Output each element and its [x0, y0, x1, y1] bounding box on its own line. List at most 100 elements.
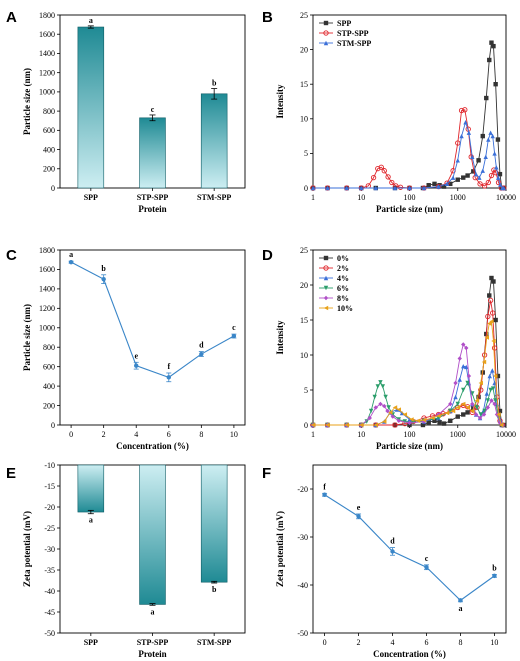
series-point — [441, 184, 447, 189]
significance-letter: a — [89, 16, 93, 25]
series-point — [484, 335, 489, 340]
series-point — [490, 368, 495, 373]
x-tick-label: SPP — [84, 638, 98, 647]
y-tick-label: 200 — [43, 165, 55, 174]
y-tick-label: -50 — [44, 629, 55, 638]
series-point — [491, 279, 496, 284]
series-point — [466, 130, 472, 135]
series-point — [501, 185, 506, 191]
y-tick-label: 0 — [304, 421, 308, 430]
significance-letter: b — [212, 585, 217, 594]
significance-letter: d — [390, 537, 395, 546]
series-point — [481, 412, 487, 417]
series-point — [462, 107, 468, 113]
series-point — [455, 177, 460, 182]
y-tick-label: 600 — [43, 126, 55, 135]
series-point — [392, 185, 398, 191]
series-point — [396, 418, 401, 423]
series-point — [459, 133, 464, 139]
series-point — [489, 275, 494, 281]
x-tick-label: STM-SPP — [197, 638, 231, 647]
significance-letter: a — [89, 516, 93, 525]
chart-panel-f: F -50 -40 -30 -20 0 2 4 6 8 10 Concentration (%) Zet… — [262, 464, 507, 659]
series-point — [382, 403, 387, 409]
series-point — [407, 420, 412, 426]
legend-marker — [323, 265, 329, 271]
series-point — [397, 184, 404, 190]
panel-label: C — [6, 247, 17, 264]
series-point — [378, 380, 383, 385]
y-tick-label: 0 — [304, 184, 308, 193]
series-point — [385, 408, 390, 414]
series-point — [474, 398, 480, 403]
series-point — [465, 380, 470, 386]
series-point — [344, 185, 349, 191]
data-point — [492, 573, 497, 579]
x-tick-label: 10 — [357, 430, 365, 439]
x-tick-label: STP-SPP — [137, 638, 169, 647]
series-point — [499, 422, 504, 428]
legend-marker — [323, 30, 329, 36]
series-point — [495, 179, 502, 186]
series-point — [493, 170, 499, 176]
series-point — [448, 418, 453, 423]
x-axis-label: Concentration (%) — [373, 649, 446, 659]
series-point — [493, 82, 498, 87]
series-point — [396, 407, 401, 412]
series-point — [368, 408, 374, 414]
series-point — [464, 364, 469, 370]
series-point — [483, 154, 488, 160]
series-point — [436, 184, 441, 189]
y-tick-label: 800 — [43, 107, 55, 116]
series-point — [441, 421, 447, 426]
chart-panel-a: A 0 200 400 600 800 1000 1200 1400 1600 1800 SPP STP… — [6, 9, 246, 214]
series-point — [492, 151, 497, 156]
x-axis-label: Particle size (nm) — [376, 204, 443, 214]
series-point — [497, 171, 503, 177]
series-point — [386, 405, 391, 410]
series-point — [478, 412, 483, 417]
series-point — [390, 414, 395, 419]
series-point — [437, 183, 442, 188]
series-point — [415, 418, 421, 423]
series-point — [457, 377, 462, 382]
y-tick-label: -10 — [44, 461, 55, 470]
series-point — [344, 422, 349, 428]
legend-entry: 0% — [337, 254, 349, 263]
series-point — [461, 387, 466, 393]
significance-letter: f — [323, 482, 326, 491]
y-axis-label: Zeta potential (mV) — [22, 511, 32, 587]
y-tick-label: 1400 — [39, 285, 55, 294]
series-point — [461, 342, 466, 347]
series-point — [487, 297, 494, 304]
series-point — [458, 107, 465, 114]
series-point — [392, 422, 398, 428]
y-tick-label: -30 — [297, 533, 308, 542]
y-axis-label: Intensity — [275, 320, 285, 355]
series-point — [474, 405, 480, 410]
bar — [139, 464, 166, 605]
series-point — [490, 133, 495, 139]
series-point — [437, 420, 442, 425]
series-point — [480, 133, 485, 139]
significance-letter: b — [101, 264, 106, 273]
data-point — [68, 259, 74, 265]
series-point — [382, 419, 387, 424]
series-point — [465, 410, 470, 415]
series-point — [430, 415, 435, 421]
y-tick-label: 400 — [43, 145, 55, 154]
y-tick-label: 0 — [51, 421, 55, 430]
legend-entry: 8% — [337, 294, 349, 303]
series-point — [392, 405, 398, 410]
series-point — [373, 185, 378, 191]
series-point — [399, 410, 405, 416]
series-point — [453, 394, 458, 400]
y-axis-label: Particle size (nm) — [22, 304, 32, 371]
series-point — [493, 317, 498, 323]
series-point — [367, 415, 372, 421]
series-point — [426, 183, 431, 188]
legend-entry: STM-SPP — [337, 39, 371, 48]
x-tick-label: 100 — [404, 430, 416, 439]
series-point — [497, 408, 503, 414]
series-point — [426, 420, 431, 425]
